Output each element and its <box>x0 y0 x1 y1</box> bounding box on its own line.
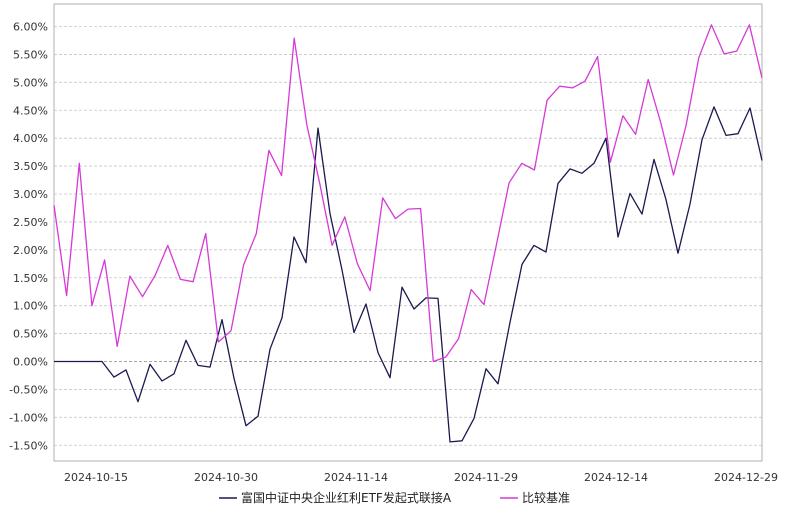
y-tick-label: -1.50% <box>9 439 48 452</box>
y-tick-label: 1.00% <box>13 300 48 313</box>
y-tick-label: 6.00% <box>13 21 48 34</box>
series-line-benchmark <box>53 24 763 363</box>
y-tick-label: 4.00% <box>13 132 48 145</box>
legend-label-benchmark: 比较基准 <box>522 490 570 505</box>
x-tick-label: 2024-10-15 <box>64 471 128 484</box>
y-tick-label: 1.50% <box>13 272 48 285</box>
y-tick-label: 2.00% <box>13 244 48 257</box>
y-tick-label: 0.50% <box>13 328 48 341</box>
y-axis-ticks: 6.00% 5.50% 5.00% 4.50% 4.00% 3.50% 3.00% 2.50%… <box>9 21 48 453</box>
legend-label-fund: 富国中证中央企业红利ETF发起式联接A <box>241 490 452 505</box>
x-tick-label: 2024-12-29 <box>714 471 778 484</box>
x-tick-label: 2024-10-30 <box>194 471 258 484</box>
legend: 富国中证中央企业红利ETF发起式联接A 比较基准 <box>219 490 570 505</box>
y-tick-label: 4.50% <box>13 104 48 117</box>
x-tick-label: 2024-11-29 <box>454 471 518 484</box>
series-lines <box>53 24 763 443</box>
x-tick-label: 2024-12-14 <box>584 471 648 484</box>
plot-frame <box>53 3 763 462</box>
x-axis-ticks: 2024-10-15 2024-10-30 2024-11-14 2024-11-29… <box>64 471 778 484</box>
y-tick-label: 5.00% <box>13 76 48 89</box>
y-tick-label: -0.50% <box>9 383 48 396</box>
y-tick-label: -1.00% <box>9 411 48 424</box>
series-line-fund <box>54 106 763 443</box>
x-tick-label: 2024-11-14 <box>324 471 388 484</box>
y-tick-label: 3.00% <box>13 188 48 201</box>
y-tick-label: 2.50% <box>13 216 48 229</box>
y-tick-label: 0.00% <box>13 356 48 369</box>
y-tick-label: 5.50% <box>13 48 48 61</box>
grid-lines <box>54 26 762 446</box>
y-tick-label: 3.50% <box>13 160 48 173</box>
